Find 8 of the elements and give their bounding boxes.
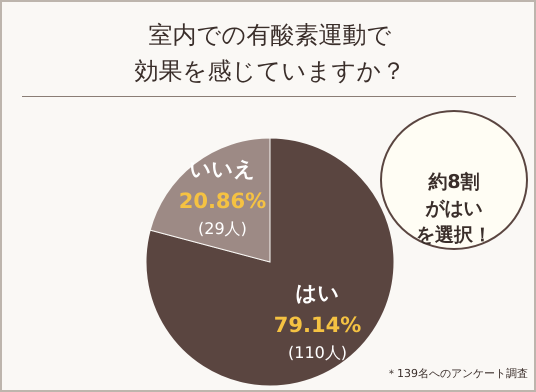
text: ＊139名へのアンケート調査 — [386, 367, 528, 380]
slice-label: はい — [296, 280, 340, 305]
text: 79.14% (110人) — [274, 312, 362, 362]
slice-label: いいえ — [189, 157, 256, 182]
pie-slice — [146, 138, 394, 386]
chart-title: 室内での有酸素運動で効果を感じていますか？ — [134, 21, 406, 85]
text: 20.86% (29人) — [178, 189, 266, 238]
text: 約8割がはいを選択！ — [416, 171, 492, 246]
